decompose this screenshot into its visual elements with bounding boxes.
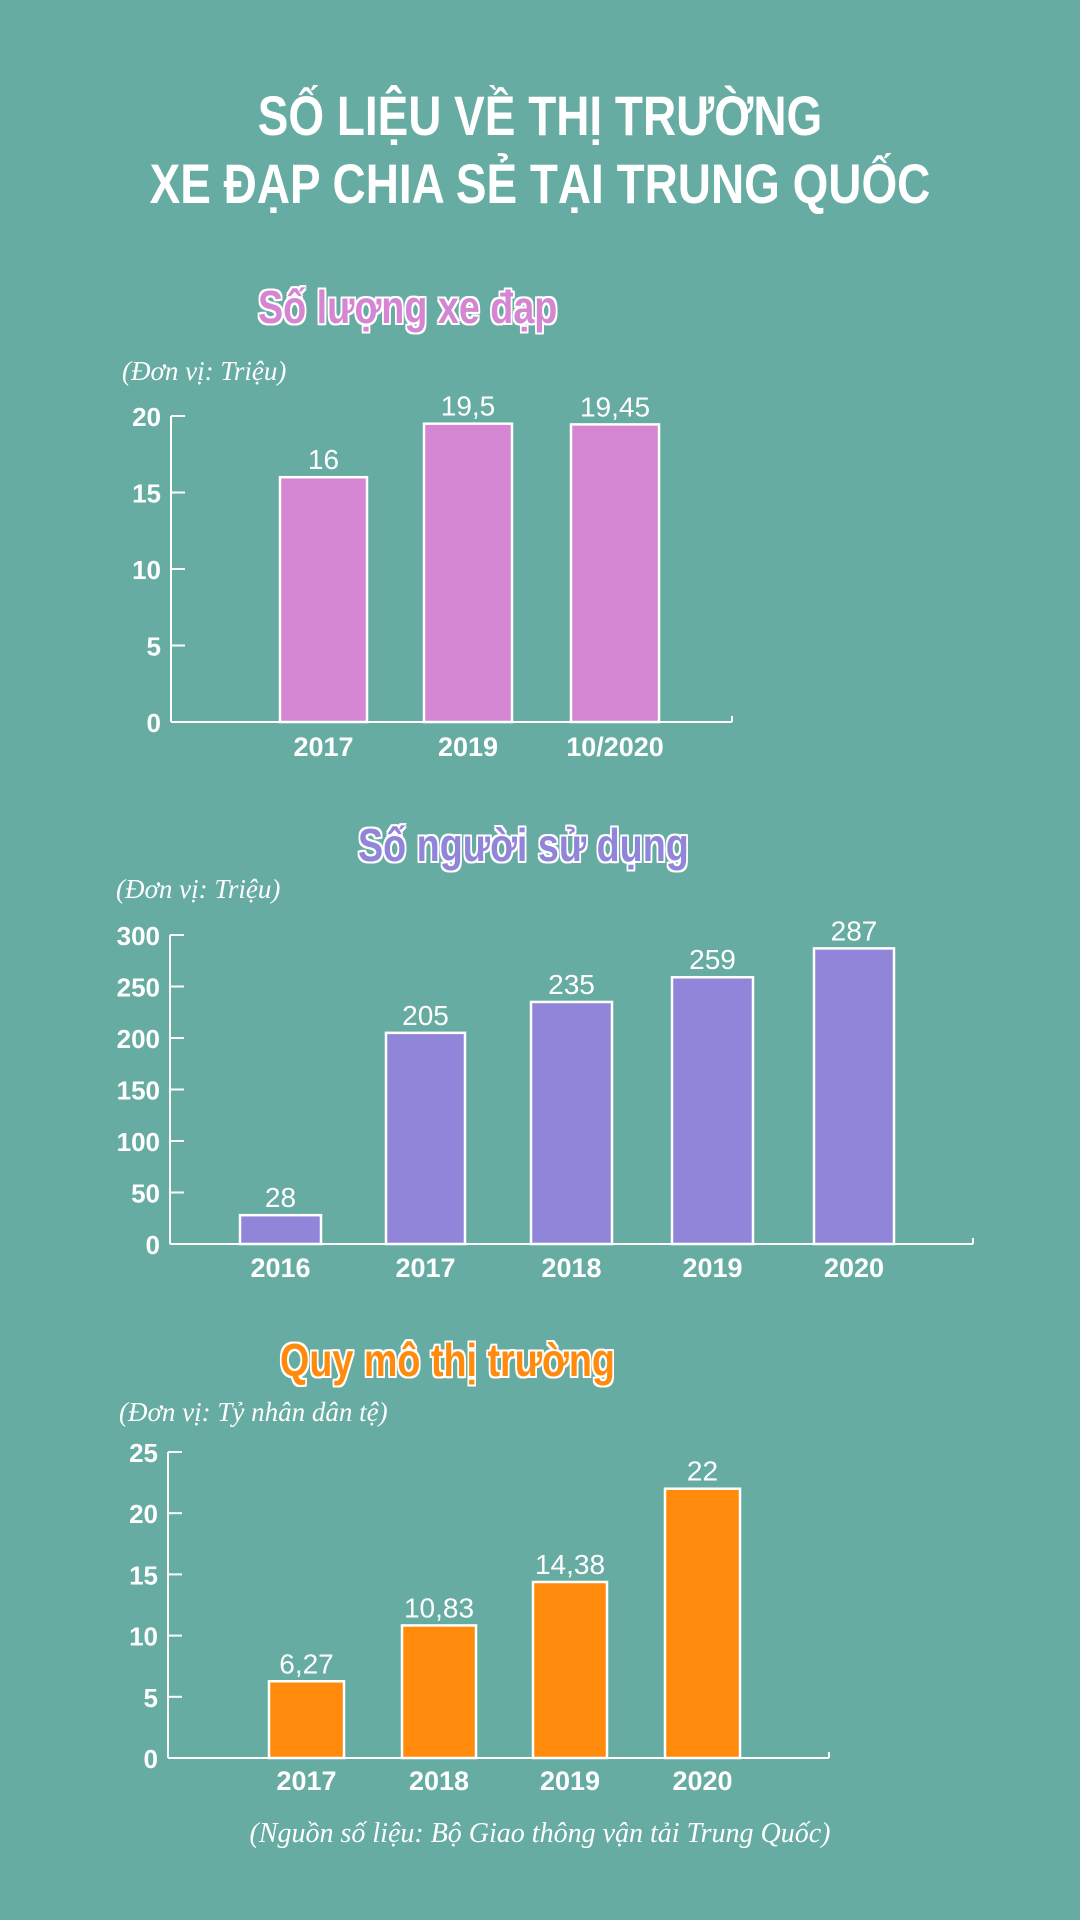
main-title-line1: SỐ LIỆU VỀ THỊ TRƯỜNG <box>257 84 823 147</box>
chart2-ytick-label: 200 <box>117 1024 160 1054</box>
chart1-data-label: 19,5 <box>441 391 496 422</box>
main-title-line2: XE ĐẠP CHIA SẺ TẠI TRUNG QUỐC <box>149 152 931 215</box>
chart2-bar-2016 <box>238 1213 323 1246</box>
chart3-bar-2018 <box>400 1624 478 1760</box>
chart1-category-label: 10/2020 <box>566 732 664 762</box>
chart3-unit: (Đơn vị: Tỷ nhân dân tệ) <box>119 1397 388 1427</box>
chart2-ytick-label: 300 <box>117 921 160 951</box>
chart2-bar-2019 <box>670 975 755 1246</box>
chart3-bar-2017 <box>267 1680 346 1760</box>
chart1-ytick-label: 20 <box>132 402 161 432</box>
chart3-data-label: 14,38 <box>535 1549 605 1580</box>
chart2-title: Số người sử dụng <box>358 819 689 871</box>
chart2-bar-2020 <box>812 947 896 1246</box>
chart3-category-label: 2019 <box>540 1766 600 1796</box>
chart1-unit: (Đơn vị: Triệu) <box>122 356 287 386</box>
chart3-data-label: 10,83 <box>404 1592 474 1623</box>
source-note: (Nguồn số liệu: Bộ Giao thông vận tải Tr… <box>249 1818 831 1849</box>
chart3-ytick-label: 0 <box>144 1744 158 1774</box>
chart1-ytick-label: 10 <box>132 555 161 585</box>
chart1-ytick-label: 15 <box>132 479 161 509</box>
chart3-ytick-label: 20 <box>129 1499 158 1529</box>
chart2-ytick-label: 50 <box>131 1179 160 1209</box>
chart3-data-label: 22 <box>687 1456 718 1487</box>
chart1-category-label: 2017 <box>293 732 353 762</box>
chart3-bar-2019 <box>531 1580 609 1760</box>
chart2-category-label: 2016 <box>250 1253 310 1283</box>
chart2-ytick-label: 0 <box>146 1230 160 1260</box>
chart1-bar-2017 <box>278 475 369 724</box>
chart2-data-label: 259 <box>689 944 736 975</box>
chart1-category-label: 2019 <box>438 732 498 762</box>
chart2-data-label: 28 <box>265 1182 296 1213</box>
chart1-ytick-label: 0 <box>147 708 161 738</box>
chart2-data-label: 287 <box>831 915 878 946</box>
chart2-bar-2017 <box>384 1031 467 1246</box>
chart1-title: Số lượng xe đạp <box>258 281 558 333</box>
chart3-title: Quy mô thị trường <box>280 1334 615 1386</box>
chart3-ytick-label: 15 <box>129 1560 158 1590</box>
chart2-category-label: 2017 <box>395 1253 455 1283</box>
chart3-ytick-label: 10 <box>129 1622 158 1652</box>
chart2-ytick-label: 250 <box>117 973 160 1003</box>
chart2-data-label: 205 <box>402 1000 449 1031</box>
chart2-category-label: 2018 <box>541 1253 601 1283</box>
chart1-data-label: 19,45 <box>580 391 650 422</box>
chart2-bar-2018 <box>529 1000 614 1246</box>
chart2-category-label: 2020 <box>824 1253 884 1283</box>
chart3-bar-2020 <box>663 1487 742 1760</box>
chart1-ytick-label: 5 <box>147 632 161 662</box>
chart2-data-label: 235 <box>548 969 595 1000</box>
chart2-ytick-label: 100 <box>117 1127 160 1157</box>
chart3-category-label: 2017 <box>276 1766 336 1796</box>
chart3-category-label: 2020 <box>672 1766 732 1796</box>
chart3-category-label: 2018 <box>409 1766 469 1796</box>
chart2-category-label: 2019 <box>682 1253 742 1283</box>
chart1-data-label: 16 <box>308 444 339 475</box>
chart1-bar-2019 <box>422 422 514 724</box>
chart3-data-label: 6,27 <box>279 1648 334 1679</box>
chart1-bar-10/2020 <box>569 423 661 724</box>
chart2-ytick-label: 150 <box>117 1076 160 1106</box>
chart3-ytick-label: 25 <box>129 1438 158 1468</box>
chart2-unit: (Đơn vị: Triệu) <box>116 874 281 904</box>
chart3-ytick-label: 5 <box>144 1683 158 1713</box>
